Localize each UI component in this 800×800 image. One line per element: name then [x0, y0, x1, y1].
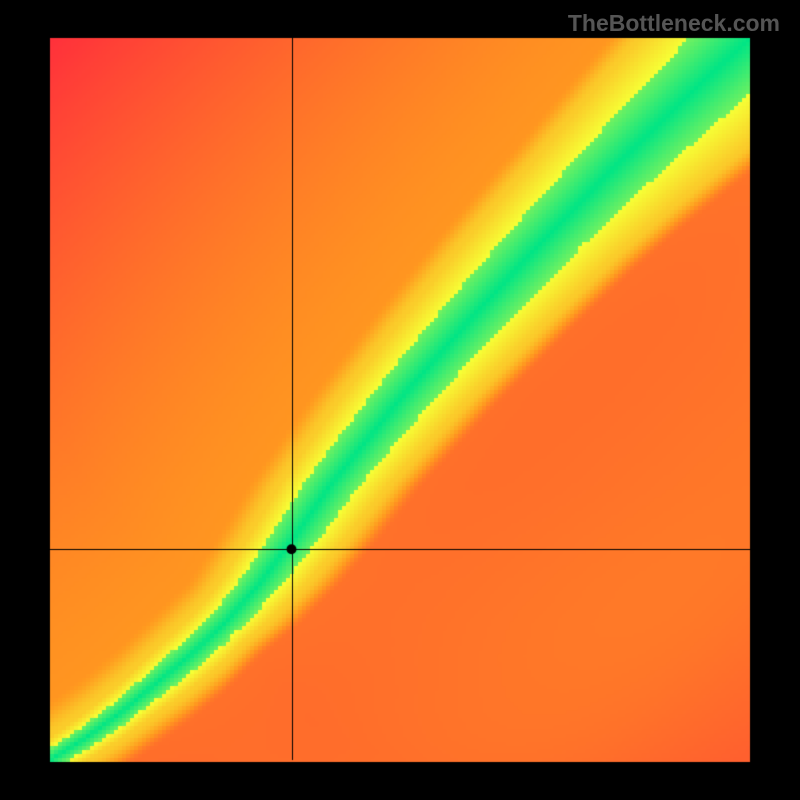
bottleneck-heatmap: [0, 0, 800, 800]
watermark-text: TheBottleneck.com: [568, 10, 780, 37]
chart-container: TheBottleneck.com: [0, 0, 800, 800]
